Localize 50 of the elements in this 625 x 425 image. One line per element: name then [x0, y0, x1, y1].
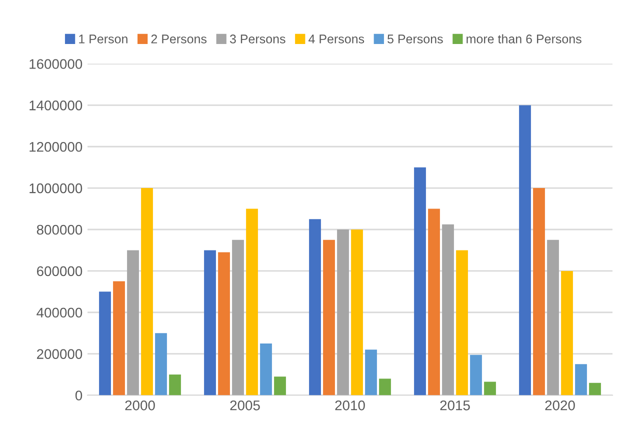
bar: [575, 364, 587, 396]
bar: [127, 250, 139, 396]
bar: [204, 250, 216, 396]
bar: [533, 188, 545, 396]
bar: [260, 343, 272, 396]
bar: [337, 230, 349, 396]
bar: [428, 208, 440, 396]
legend-label: 4 Persons: [308, 34, 364, 44]
legend-label: 5 Persons: [388, 34, 443, 44]
bar: [351, 230, 363, 396]
y-tick-label: 600000: [37, 266, 82, 276]
x-tick-label: 2005: [230, 400, 260, 410]
x-tick-label: 2015: [440, 400, 470, 410]
bar: [323, 240, 335, 396]
bar: [414, 167, 426, 396]
bar: [232, 240, 244, 396]
bar: [470, 354, 482, 396]
bar: [519, 105, 531, 396]
y-tick-label: 400000: [36, 308, 82, 318]
legend-label: 2 Persons: [151, 34, 207, 44]
bar: [442, 224, 454, 396]
bar: [309, 219, 321, 396]
x-tick-label: 2020: [545, 400, 575, 410]
bar: [456, 250, 468, 396]
x-tick-label: 2010: [335, 400, 365, 410]
bar: [589, 382, 601, 396]
bar: [274, 376, 286, 396]
bar: [99, 292, 111, 396]
bar: [379, 378, 391, 396]
y-tick-label: 800000: [36, 224, 82, 235]
bar: [141, 188, 153, 396]
y-tick-label: 1400000: [30, 100, 82, 110]
bar: [246, 208, 258, 396]
y-tick-label: 1600000: [30, 59, 82, 69]
bar: [547, 240, 559, 396]
bar: [561, 270, 573, 396]
y-tick-label: 1000000: [30, 183, 82, 194]
bar: [365, 350, 377, 396]
legend-label: 1 Person: [79, 34, 128, 44]
y-tick-label: 1200000: [30, 142, 82, 152]
bar: [169, 374, 181, 396]
bar: [155, 333, 167, 396]
y-tick-label: 200000: [36, 349, 82, 359]
bar: [484, 382, 496, 396]
bar: [218, 252, 230, 396]
legend-label: 3 Persons: [230, 34, 286, 44]
legend-label: more than 6 Persons: [466, 34, 582, 44]
y-tick-label: 0: [75, 390, 82, 400]
bar: [113, 281, 125, 396]
x-tick-label: 2000: [125, 400, 155, 410]
